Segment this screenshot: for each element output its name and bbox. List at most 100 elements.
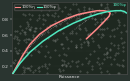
Point (61, 70, 64, 71)
Point (23, 72, 25, 73)
Point (29, 29, 31, 30)
Point (26, 51, 28, 53)
Point (43, 14, 45, 16)
Point (22, 13, 24, 14)
Point (27, 25, 30, 26)
Point (48, 63, 50, 64)
Point (123, 24, 125, 25)
Legend: 100%η, 100%φ: 100%η, 100%φ (14, 4, 58, 10)
Point (69, 14, 71, 15)
Point (69, 32, 71, 33)
Point (29, 69, 31, 71)
Point (69, 65, 71, 67)
Point (80, 43, 82, 44)
Point (26, 51, 28, 53)
Point (33, 30, 35, 32)
Point (61, 60, 63, 61)
Point (106, 28, 108, 29)
Point (75, 19, 77, 20)
Point (25, 39, 27, 40)
Point (26, 55, 28, 56)
Point (22, 4, 24, 5)
Point (64, 20, 66, 21)
Point (67, 14, 69, 15)
Point (121, 42, 123, 44)
Point (32, 35, 34, 36)
Text: 100%φ: 100%φ (112, 3, 126, 11)
Point (14, 35, 16, 37)
Point (63, 27, 66, 28)
Point (87, 44, 89, 45)
Point (110, 63, 112, 64)
Point (94, 18, 96, 20)
Point (71, 30, 73, 32)
Point (122, 50, 124, 52)
Point (77, 9, 79, 10)
Point (61, 10, 63, 12)
Point (16, 36, 18, 37)
Point (54, 20, 56, 22)
Point (87, 43, 89, 44)
Point (99, 67, 101, 69)
Point (89, 32, 91, 33)
Point (58, 68, 61, 69)
Point (94, 23, 96, 24)
Point (38, 66, 40, 67)
Point (61, 64, 64, 65)
Point (38, 14, 40, 16)
Point (61, 64, 63, 65)
Point (97, 45, 99, 46)
Point (29, 29, 31, 30)
Point (83, 7, 86, 8)
Point (24, 33, 26, 35)
Point (88, 8, 90, 9)
Point (42, 18, 44, 20)
Point (16, 52, 18, 54)
Point (78, 14, 80, 15)
Point (57, 15, 59, 17)
Point (125, 30, 127, 32)
Point (97, 33, 99, 35)
Point (106, 8, 109, 9)
Point (47, 37, 49, 39)
Point (26, 67, 28, 68)
Point (46, 13, 48, 14)
Point (79, 19, 81, 21)
Point (118, 24, 120, 25)
Point (54, 40, 56, 41)
Point (19, 25, 21, 26)
Point (123, 41, 125, 42)
Point (28, 14, 30, 15)
Point (86, 71, 88, 72)
Point (32, 36, 34, 37)
Point (37, 68, 39, 69)
Point (101, 21, 103, 22)
Point (47, 51, 50, 52)
Point (40, 45, 42, 47)
Point (93, 19, 96, 20)
Point (109, 36, 111, 37)
Point (65, 17, 67, 18)
Point (77, 60, 79, 61)
Point (53, 15, 55, 17)
Point (14, 59, 16, 61)
Point (109, 48, 111, 49)
Point (17, 52, 19, 53)
Point (23, 39, 25, 40)
Point (104, 18, 106, 20)
Point (55, 25, 57, 26)
Point (98, 9, 100, 10)
Point (78, 17, 80, 18)
Point (46, 67, 48, 69)
Point (121, 65, 123, 66)
Point (101, 34, 103, 35)
Point (99, 71, 102, 72)
Point (46, 73, 48, 74)
Point (116, 63, 118, 65)
Point (100, 37, 103, 38)
Point (75, 33, 77, 34)
Point (17, 40, 20, 41)
Point (89, 53, 91, 55)
Point (63, 64, 65, 65)
Point (100, 4, 102, 6)
